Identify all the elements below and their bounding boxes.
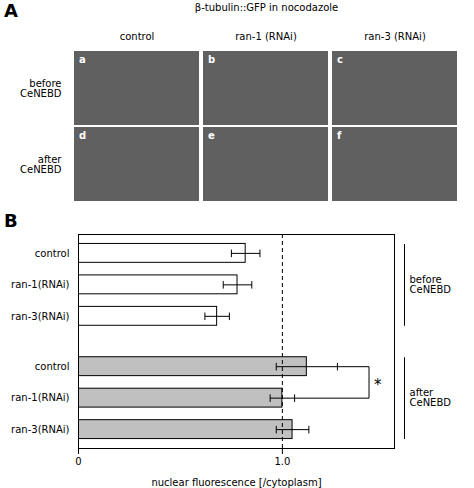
svg-text:d: d [79, 130, 86, 141]
svg-text:*: * [374, 376, 382, 394]
svg-text:afterCeNEBD: afterCeNEBD [20, 154, 62, 175]
svg-text:ran-3(RNAi): ran-3(RNAi) [11, 311, 69, 322]
svg-text:ran-3(RNAi): ran-3(RNAi) [11, 424, 69, 435]
svg-text:control: control [35, 361, 70, 372]
svg-text:f: f [337, 130, 342, 141]
svg-text:control: control [35, 248, 70, 259]
svg-text:nuclear fluorescence [/cytopla: nuclear fluorescence [/cytoplasm] [151, 477, 321, 488]
svg-text:control: control [120, 31, 155, 42]
svg-text:beforeCeNEBD: beforeCeNEBD [410, 274, 452, 295]
svg-text:ran-1(RNAi): ran-1(RNAi) [11, 279, 69, 290]
svg-text:c: c [337, 54, 343, 65]
svg-text:ran-1 (RNAi): ran-1 (RNAi) [235, 31, 297, 42]
svg-text:a: a [79, 54, 86, 65]
svg-text:e: e [208, 130, 215, 141]
html-text:B: B [4, 210, 18, 231]
svg-text:ran-1(RNAi): ran-1(RNAi) [11, 392, 69, 403]
svg-text:beforeCeNEBD: beforeCeNEBD [20, 78, 62, 99]
svg-text:0: 0 [75, 456, 81, 467]
svg-text:β-tubulin::GFP in nocodazole: β-tubulin::GFP in nocodazole [195, 2, 338, 13]
svg-text:b: b [208, 54, 215, 65]
html-text:A: A [4, 0, 18, 21]
svg-text:ran-3 (RNAi): ran-3 (RNAi) [364, 31, 426, 42]
svg-text:afterCeNEBD: afterCeNEBD [410, 387, 452, 408]
svg-text:1.0: 1.0 [274, 456, 290, 467]
